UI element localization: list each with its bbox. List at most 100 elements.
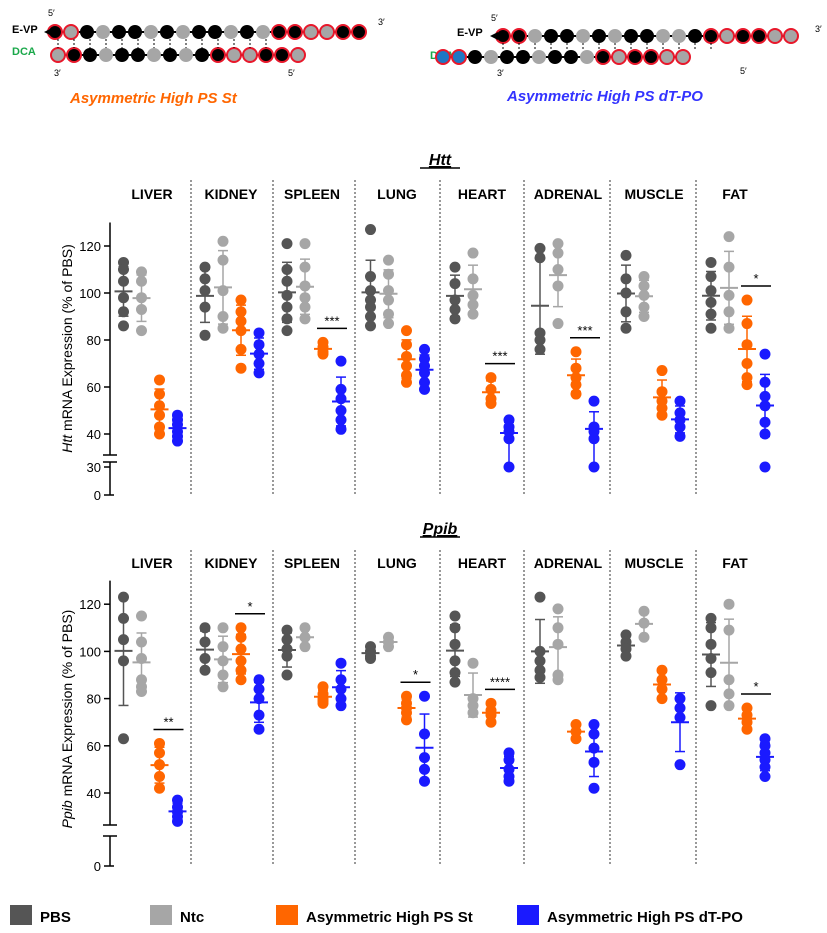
data-point (154, 782, 165, 794)
data-point (281, 634, 293, 646)
prime-label: 3′ (54, 68, 61, 78)
prime-label: 5′ (288, 68, 295, 78)
y-axis-label-gene: Ppib (59, 796, 75, 828)
data-point (335, 414, 347, 426)
data-point (638, 301, 650, 313)
y-tick-label: 60 (87, 380, 101, 395)
nucleotide (767, 28, 783, 44)
data-point (419, 343, 430, 355)
data-point (503, 754, 515, 766)
data-point (638, 289, 650, 301)
legend-label: PBS (40, 909, 71, 926)
evp-arrow (490, 32, 498, 40)
data-point (253, 709, 265, 721)
data-point (467, 247, 479, 259)
data-point (656, 365, 668, 377)
nucleotide (115, 48, 129, 62)
data-point (741, 723, 753, 735)
nucleotide (80, 25, 94, 39)
data-point (741, 358, 753, 369)
nucleotide (511, 28, 527, 44)
data-point (118, 292, 129, 304)
data-point (281, 238, 293, 250)
data-point (383, 318, 394, 330)
data-point (705, 667, 717, 679)
data-point (118, 634, 129, 646)
data-point (335, 393, 347, 405)
nucleotide (351, 24, 367, 40)
data-point (485, 716, 497, 728)
data-point (235, 622, 247, 634)
data-point (759, 770, 771, 782)
data-point (235, 631, 247, 643)
data-point (674, 759, 686, 771)
data-point (383, 294, 394, 306)
data-point (199, 329, 211, 341)
data-point (741, 339, 753, 351)
chart-title: Ppib (423, 521, 458, 538)
nucleotide (258, 47, 274, 63)
data-point (199, 664, 211, 676)
data-point (552, 638, 564, 650)
nucleotide (435, 49, 451, 65)
strand-label-dca: DCA (12, 46, 36, 58)
category-label: FAT (722, 186, 748, 202)
data-point (199, 652, 211, 664)
legend-swatch (10, 905, 32, 925)
data-point (419, 383, 430, 395)
nucleotide (592, 29, 606, 43)
nucleotide (528, 29, 542, 43)
y-tick-label: 120 (79, 239, 101, 254)
data-point (299, 631, 311, 643)
data-point (136, 610, 147, 622)
data-point (723, 231, 735, 243)
data-point (235, 664, 247, 676)
category-label: FAT (722, 555, 748, 571)
y-axis-label-text: mRNA Expression (% of PBS) (59, 244, 75, 431)
data-point (449, 655, 461, 667)
data-point (534, 655, 546, 667)
data-point (217, 622, 229, 634)
nucleotide (643, 49, 659, 65)
data-point (620, 322, 632, 334)
nucleotide (210, 47, 226, 63)
data-point (118, 306, 129, 318)
data-point (449, 261, 461, 273)
legend-item: PBS (10, 905, 71, 926)
data-point (638, 311, 650, 322)
data-point (281, 313, 293, 325)
data-point (588, 728, 600, 740)
data-point (638, 617, 650, 629)
data-point (620, 650, 632, 662)
data-point (419, 775, 430, 787)
data-point (335, 355, 347, 367)
data-point (383, 268, 394, 280)
data-point (638, 631, 650, 643)
data-point (674, 430, 686, 442)
data-point (656, 664, 668, 676)
category-label: LUNG (377, 555, 417, 571)
data-point (588, 742, 600, 754)
data-point (136, 636, 147, 648)
data-point (235, 343, 247, 355)
data-point (656, 409, 668, 421)
data-point (335, 383, 347, 395)
data-point (281, 289, 293, 301)
data-point (401, 339, 412, 351)
category-label: LIVER (131, 555, 172, 571)
data-point (552, 622, 564, 634)
prime-label: 3′ (815, 24, 822, 34)
data-point (299, 280, 311, 292)
data-point (705, 308, 717, 320)
nucleotide (608, 29, 622, 43)
nucleotide (112, 25, 126, 39)
legend-swatch (150, 905, 172, 925)
data-point (656, 386, 668, 398)
data-point (253, 358, 265, 369)
nucleotide (208, 25, 222, 39)
data-point (253, 723, 265, 735)
data-point (154, 759, 165, 771)
data-point (235, 294, 247, 306)
data-point (217, 311, 229, 322)
